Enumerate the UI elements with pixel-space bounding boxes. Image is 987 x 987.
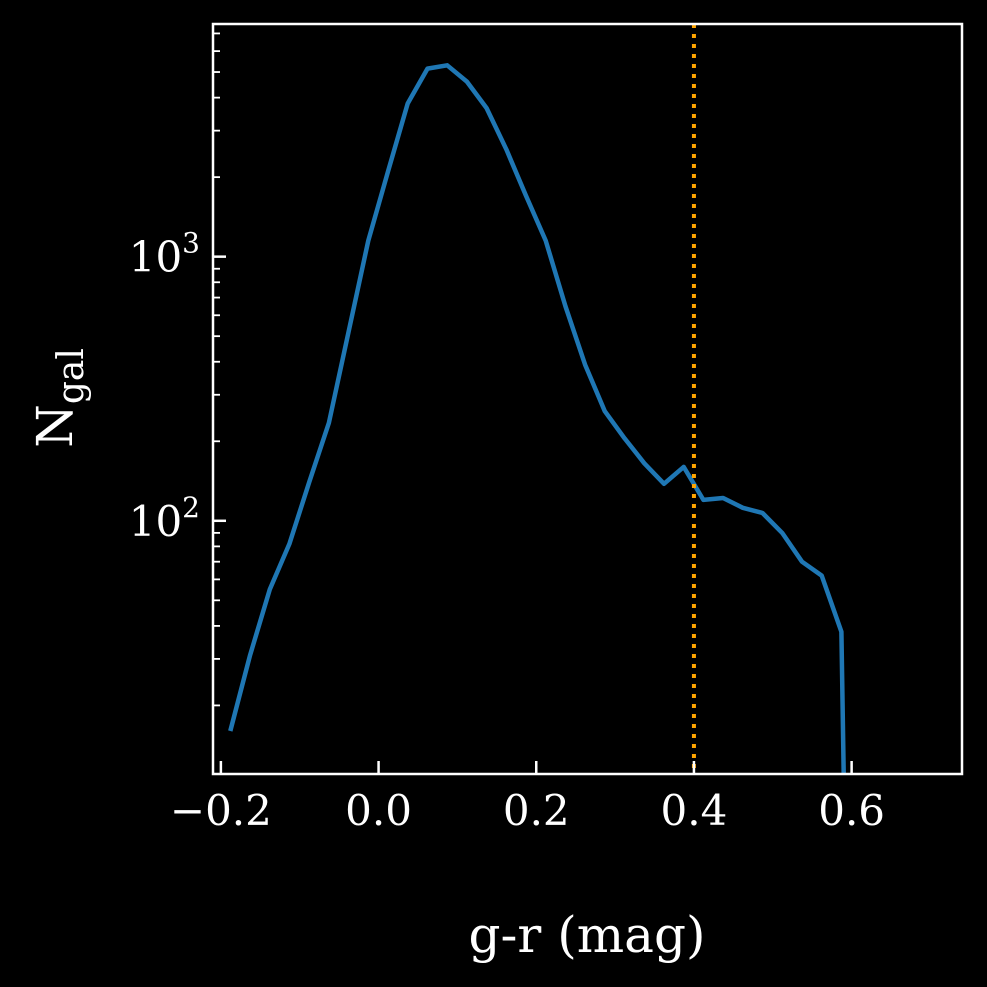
x-tick-label: 0.6: [818, 786, 885, 835]
y-tick-label: 103: [129, 227, 200, 282]
x-tick-label: 0.4: [661, 786, 728, 835]
x-tick-label: 0.2: [503, 786, 570, 835]
y-tick-label: 102: [129, 491, 200, 546]
series-line: [228, 63, 846, 774]
y-axis-label-subscript: gal: [51, 348, 92, 404]
x-tick-label: −0.2: [170, 786, 272, 835]
x-tick-label: 0.0: [345, 786, 412, 835]
y-axis-label: Ngal: [26, 348, 92, 448]
x-axis-label: g-r (mag): [469, 906, 706, 964]
plot-frame: [211, 22, 964, 776]
y-axis-label-base: N: [26, 404, 84, 448]
